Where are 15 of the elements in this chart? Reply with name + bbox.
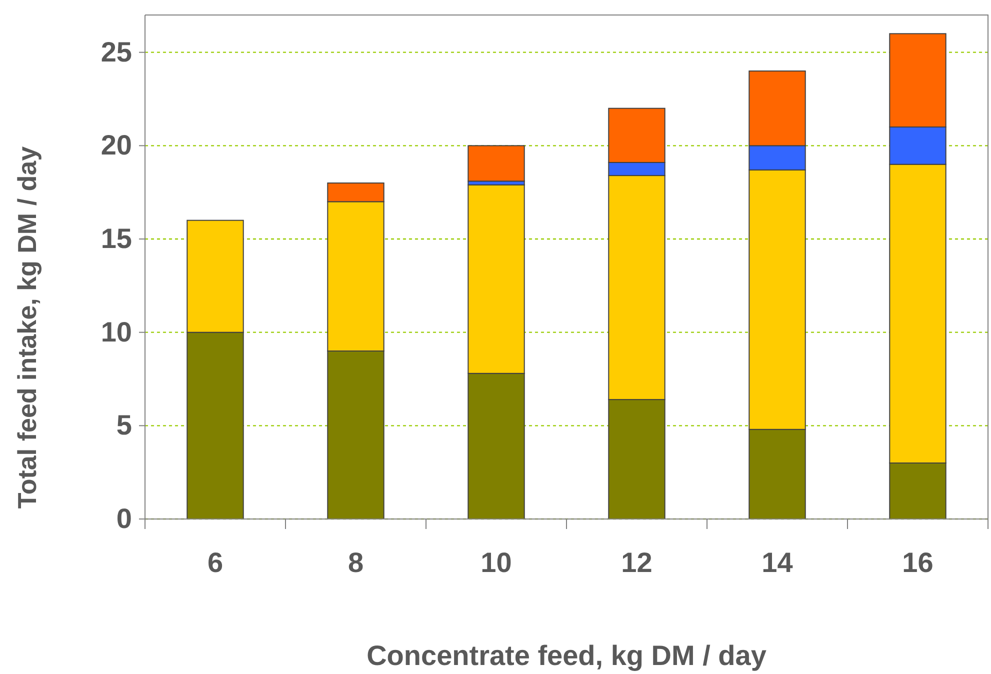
x-tick-label: 12 (621, 547, 652, 578)
y-tick-label: 25 (100, 36, 132, 68)
bar (468, 145, 525, 182)
x-tick-label: 14 (762, 547, 794, 578)
x-tick-label: 6 (207, 547, 224, 578)
x-tick-label: 10 (480, 547, 512, 578)
y-axis-title: Total feed intake, kg DM / day (12, 146, 42, 509)
y-tick-label: 15 (100, 222, 132, 254)
x-tick-label: 16 (902, 547, 934, 578)
x-axis-title: Concentrate feed, kg DM / day (366, 640, 767, 671)
y-tick-label: 20 (100, 130, 132, 161)
y-tick-label: 0 (116, 502, 132, 534)
x-tick-label: 8 (348, 547, 364, 578)
y-tick-label: 10 (100, 316, 132, 348)
y-tick-label: 5 (116, 410, 132, 441)
